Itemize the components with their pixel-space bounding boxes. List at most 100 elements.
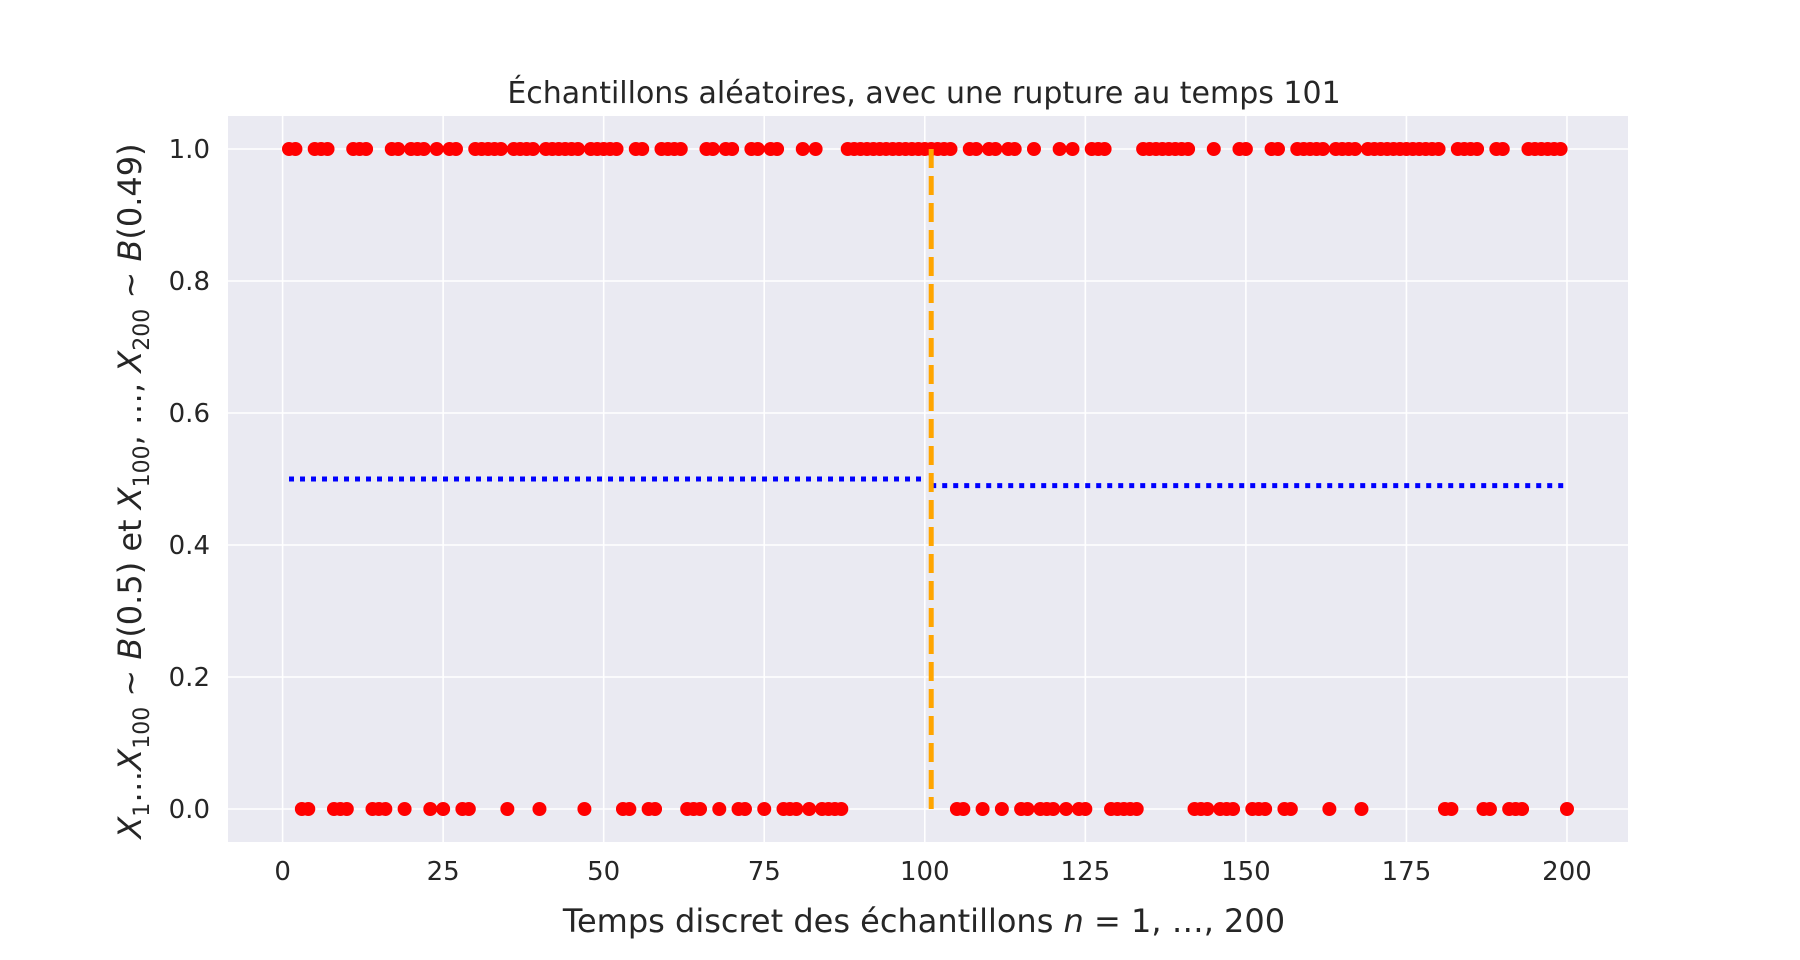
data-point <box>1354 802 1369 816</box>
data-point <box>943 142 958 156</box>
data-point <box>725 142 740 156</box>
data-point <box>1065 142 1080 156</box>
data-point <box>1200 802 1215 816</box>
data-point <box>339 802 354 816</box>
y-tick-label: 1.0 <box>169 135 210 165</box>
data-point <box>1059 802 1074 816</box>
data-point <box>808 142 823 156</box>
data-point <box>1020 802 1035 816</box>
y-label-dist2: ~ <box>111 262 149 309</box>
y-label-sub-1: 1 <box>130 803 155 817</box>
data-point <box>648 802 663 816</box>
data-point <box>834 802 849 816</box>
data-point <box>609 142 624 156</box>
data-point <box>1026 142 1041 156</box>
data-point <box>288 142 303 156</box>
plot-background <box>228 116 1628 842</box>
x-tick-label: 175 <box>1382 857 1432 887</box>
x-tick-label: 25 <box>427 857 460 887</box>
y-label-x100b: X <box>111 486 149 511</box>
x-tick-label: 150 <box>1221 857 1271 887</box>
data-point <box>1052 142 1067 156</box>
y-tick-labels: 0.0 0.2 0.4 0.6 0.8 1.0 <box>169 135 210 825</box>
x-tick-label: 100 <box>900 857 950 887</box>
y-label-dist1: ~ <box>111 660 149 707</box>
data-point <box>1515 802 1530 816</box>
data-point <box>1315 142 1330 156</box>
y-label-x1: X <box>111 816 149 841</box>
data-point <box>1348 142 1363 156</box>
data-point <box>1046 802 1061 816</box>
data-point <box>1078 802 1093 816</box>
data-point <box>397 802 412 816</box>
data-point <box>1097 142 1112 156</box>
data-point <box>391 142 406 156</box>
x-axis-label-range: = 1, …, 200 <box>1084 902 1285 940</box>
data-point <box>705 142 720 156</box>
data-point <box>975 802 990 816</box>
data-point <box>1206 142 1221 156</box>
x-tick-label: 75 <box>748 857 781 887</box>
data-point <box>1322 802 1337 816</box>
x-axis-label: Temps discret des échantillons n = 1, …,… <box>562 902 1285 940</box>
data-point <box>1226 802 1241 816</box>
y-tick-label: 0.0 <box>169 795 210 825</box>
data-point <box>1559 802 1574 816</box>
data-point <box>1129 802 1144 816</box>
data-point <box>320 142 335 156</box>
data-point <box>1007 142 1022 156</box>
y-label-b1: B <box>111 638 149 660</box>
data-point <box>378 802 393 816</box>
data-point <box>770 142 785 156</box>
data-point <box>500 802 515 816</box>
y-tick-label: 0.6 <box>169 399 210 429</box>
y-tick-label: 0.8 <box>169 267 210 297</box>
data-point <box>429 142 444 156</box>
data-point <box>359 142 374 156</box>
data-point <box>301 802 316 816</box>
data-point <box>1553 142 1568 156</box>
data-point <box>757 802 772 816</box>
data-point <box>1470 142 1485 156</box>
data-point <box>532 802 547 816</box>
x-tick-label: 50 <box>587 857 620 887</box>
data-point <box>737 802 752 816</box>
x-axis-label-n: n <box>1064 902 1084 940</box>
y-tick-label: 0.2 <box>169 663 210 693</box>
y-label-x100: X <box>111 748 149 773</box>
x-axis-label-text: Temps discret des échantillons <box>562 902 1064 940</box>
data-point <box>988 142 1003 156</box>
data-point <box>423 802 438 816</box>
data-point <box>622 802 637 816</box>
data-point <box>802 802 817 816</box>
chart-title: Échantillons aléatoires, avec une ruptur… <box>507 75 1340 111</box>
data-point <box>1271 142 1285 156</box>
y-axis-label: X1…X100 ~ B(0.5) et X100, …, X200 ~ B(0.… <box>111 143 155 840</box>
data-point <box>1431 142 1446 156</box>
data-point <box>571 142 585 156</box>
data-point <box>1283 802 1298 816</box>
data-point <box>750 142 765 156</box>
data-point <box>994 802 1009 816</box>
y-label-sub-100: 100 <box>130 707 155 749</box>
data-point <box>1258 802 1273 816</box>
data-point <box>461 802 476 816</box>
data-point <box>1482 802 1497 816</box>
data-point <box>693 802 708 816</box>
y-label-p2: (0.49) <box>111 143 149 239</box>
x-tick-label: 0 <box>274 857 291 887</box>
x-tick-label: 125 <box>1061 857 1111 887</box>
y-label-b2: B <box>111 240 149 262</box>
data-point <box>956 802 971 816</box>
y-label-sub-200: 200 <box>130 309 155 351</box>
data-point <box>577 802 592 816</box>
data-point <box>673 142 688 156</box>
x-tick-label: 200 <box>1542 857 1592 887</box>
y-tick-label: 0.4 <box>169 531 210 561</box>
data-point <box>635 142 650 156</box>
data-point <box>789 802 804 816</box>
grid-lines <box>228 116 1628 842</box>
data-point <box>1495 142 1510 156</box>
